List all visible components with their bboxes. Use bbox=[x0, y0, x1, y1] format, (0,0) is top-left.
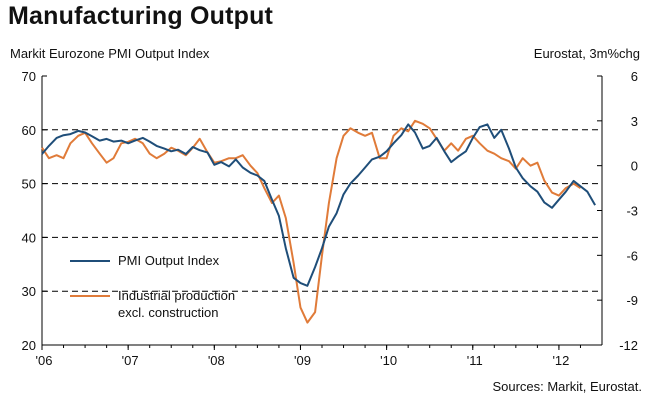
series-line-pmi bbox=[41, 123, 596, 287]
x-tick-label: '07 bbox=[122, 353, 139, 368]
right-tick-label: -9 bbox=[626, 293, 638, 308]
gridlines bbox=[42, 129, 602, 292]
x-tick-label: '06 bbox=[36, 353, 53, 368]
left-tick-label: 70 bbox=[22, 69, 36, 84]
legend: PMI Output Index Industrial production exc… bbox=[70, 253, 235, 320]
right-tick-label: 0 bbox=[631, 159, 638, 174]
x-tick-label: '08 bbox=[208, 353, 225, 368]
x-tick-label: '12 bbox=[552, 353, 569, 368]
right-tick-label: -3 bbox=[626, 204, 638, 219]
x-tick-label: '11 bbox=[467, 353, 483, 368]
right-tick-label: 3 bbox=[631, 114, 638, 129]
source-note: Sources: Markit, Eurostat. bbox=[492, 379, 642, 394]
right-tick-label: -6 bbox=[626, 248, 638, 263]
x-tick-label: '10 bbox=[380, 353, 397, 368]
left-axis-ticks: 20 30 40 50 60 70 bbox=[22, 69, 47, 353]
right-axis-title: Eurostat, 3m%chg bbox=[533, 46, 640, 61]
right-tick-label: 6 bbox=[631, 69, 638, 84]
left-tick-label: 30 bbox=[22, 284, 36, 299]
x-tick-label: '09 bbox=[294, 353, 311, 368]
left-tick-label: 50 bbox=[22, 177, 36, 192]
right-axis-ticks: -12 -9 -6 -3 0 3 6 bbox=[597, 69, 638, 353]
legend-label-industrial: excl. construction bbox=[118, 305, 218, 320]
chart-title: Manufacturing Output bbox=[8, 2, 274, 30]
right-tick-label: -12 bbox=[619, 338, 638, 353]
series-line-industrial bbox=[41, 119, 582, 324]
x-axis-ticks: '06 '07 '08 '09 '10 '11 '12 bbox=[36, 345, 581, 368]
left-axis-title: Markit Eurozone PMI Output Index bbox=[10, 46, 210, 61]
left-tick-label: 20 bbox=[22, 338, 36, 353]
legend-label-pmi: PMI Output Index bbox=[118, 253, 220, 268]
left-tick-label: 40 bbox=[22, 230, 36, 245]
legend-label-industrial: Industrial production bbox=[118, 288, 235, 303]
left-tick-label: 60 bbox=[22, 123, 36, 138]
series-lines bbox=[41, 119, 596, 324]
